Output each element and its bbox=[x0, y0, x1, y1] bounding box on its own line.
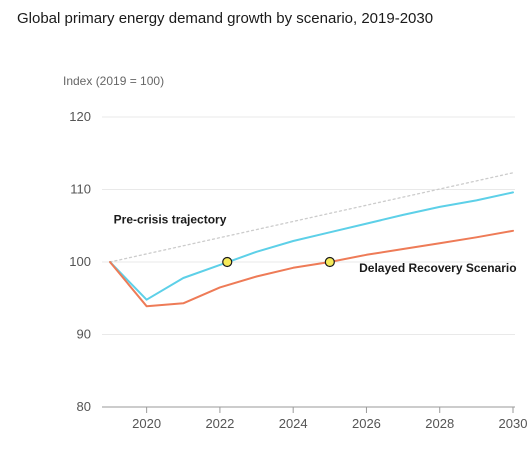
y-axis-label: Index (2019 = 100) bbox=[63, 74, 164, 88]
x-tick-label-2022: 2022 bbox=[205, 416, 234, 431]
x-tick-label-2028: 2028 bbox=[425, 416, 454, 431]
markers bbox=[222, 256, 335, 268]
marker-point-1 bbox=[222, 256, 233, 268]
chart-title: Global primary energy demand growth by s… bbox=[17, 10, 434, 27]
grid-lines bbox=[102, 116, 515, 408]
x-tick-label-2020: 2020 bbox=[132, 416, 161, 431]
y-tick-label-80: 80 bbox=[77, 399, 91, 414]
x-axis: 2020 2022 2024 2026 2028 2030 bbox=[132, 407, 527, 431]
annotation-1: Pre-crisis trajectory bbox=[114, 213, 227, 227]
series-line-3 bbox=[109, 229, 514, 308]
y-tick-label-110: 110 bbox=[70, 182, 91, 197]
series-line-2 bbox=[109, 191, 514, 301]
series-line-1 bbox=[109, 172, 514, 263]
annotations: Pre-crisis trajectory Delayed Recovery Sc… bbox=[114, 213, 517, 276]
series-lines bbox=[109, 172, 514, 308]
annotation-2: Delayed Recovery Scenario bbox=[359, 261, 516, 275]
y-tick-label-90: 90 bbox=[77, 327, 91, 342]
y-tick-label-100: 100 bbox=[69, 254, 91, 269]
x-tick-label-2024: 2024 bbox=[279, 416, 308, 431]
x-tick-label-2026: 2026 bbox=[352, 416, 381, 431]
marker-point-2 bbox=[324, 256, 335, 268]
y-axis: Index (2019 = 100) 80 90 100 110 120 bbox=[63, 74, 164, 414]
x-tick-label-2030: 2030 bbox=[499, 416, 528, 431]
y-tick-label-120: 120 bbox=[69, 109, 91, 124]
